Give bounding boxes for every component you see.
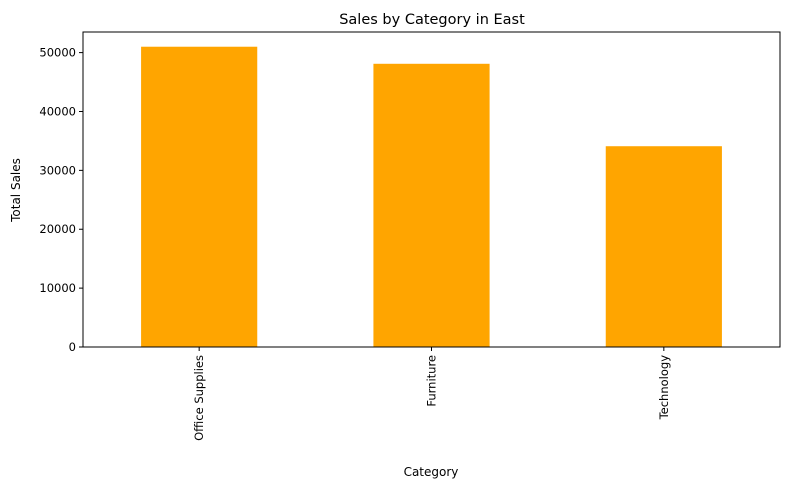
y-tick-label: 40000 xyxy=(39,104,76,118)
y-axis-label: Total Sales xyxy=(9,158,23,223)
plot-frame xyxy=(82,31,781,348)
y-tick-label: 0 xyxy=(69,340,76,354)
bar-furniture xyxy=(373,63,490,347)
chart-title: Sales by Category in East xyxy=(339,12,525,28)
x-axis-ticks: Office Supplies Furniture Technology xyxy=(192,347,671,441)
y-tick-label: 50000 xyxy=(39,46,76,60)
x-axis-label: Category xyxy=(404,465,459,479)
x-tick-label-furniture: Furniture xyxy=(425,355,439,407)
x-tick-label-office-supplies: Office Supplies xyxy=(192,355,206,441)
y-tick-label: 20000 xyxy=(39,222,76,236)
bars-group xyxy=(141,46,722,347)
x-tick-label-technology: Technology xyxy=(657,355,671,421)
y-tick-label: 30000 xyxy=(39,163,76,177)
bar-technology xyxy=(605,146,722,347)
y-axis-ticks: 0 10000 20000 30000 40000 50000 xyxy=(39,46,83,354)
bar-office-supplies xyxy=(141,46,258,347)
y-tick-label: 10000 xyxy=(39,281,76,295)
